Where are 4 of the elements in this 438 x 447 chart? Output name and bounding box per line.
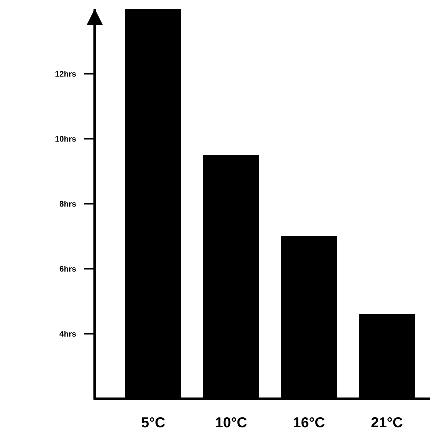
x-tick-label: 21°C bbox=[372, 418, 403, 428]
x-tick-label: 5°C bbox=[142, 418, 166, 428]
x-tick-label: 10°C bbox=[216, 418, 247, 428]
x-tick-label: 16°C bbox=[294, 418, 325, 428]
